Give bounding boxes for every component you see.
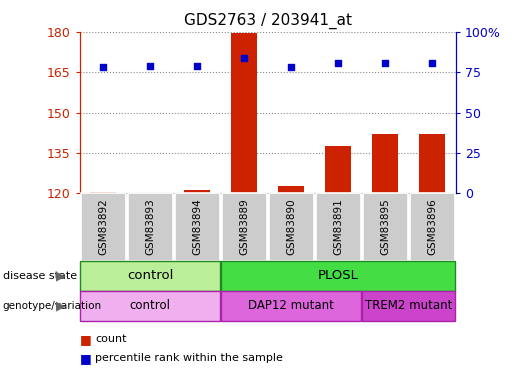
Title: GDS2763 / 203941_at: GDS2763 / 203941_at bbox=[184, 13, 352, 29]
Point bbox=[146, 63, 154, 69]
Text: control: control bbox=[130, 299, 171, 312]
Point bbox=[287, 64, 296, 70]
Point bbox=[193, 63, 201, 69]
Bar bbox=[419, 134, 445, 193]
Text: GSM83892: GSM83892 bbox=[98, 198, 108, 255]
Text: ■: ■ bbox=[80, 352, 92, 364]
Bar bbox=[231, 33, 257, 193]
Bar bbox=[372, 134, 398, 193]
Text: TREM2 mutant: TREM2 mutant bbox=[365, 299, 453, 312]
Bar bbox=[138, 193, 163, 194]
Text: percentile rank within the sample: percentile rank within the sample bbox=[95, 353, 283, 363]
Bar bbox=[325, 146, 351, 193]
Text: genotype/variation: genotype/variation bbox=[3, 301, 101, 310]
Point bbox=[99, 64, 108, 70]
Bar bbox=[279, 186, 304, 193]
Point bbox=[334, 60, 342, 66]
Text: DAP12 mutant: DAP12 mutant bbox=[248, 299, 334, 312]
Text: GSM83894: GSM83894 bbox=[192, 198, 202, 255]
Bar bbox=[91, 192, 116, 193]
Point bbox=[428, 60, 436, 66]
Bar bbox=[184, 190, 210, 193]
Text: ▶: ▶ bbox=[56, 269, 65, 282]
Text: ■: ■ bbox=[80, 333, 92, 346]
Point bbox=[381, 60, 389, 66]
Text: GSM83890: GSM83890 bbox=[286, 199, 296, 255]
Text: disease state: disease state bbox=[3, 271, 77, 280]
Text: GSM83895: GSM83895 bbox=[380, 198, 390, 255]
Text: control: control bbox=[127, 269, 174, 282]
Text: count: count bbox=[95, 334, 127, 344]
Text: GSM83889: GSM83889 bbox=[239, 198, 249, 255]
Text: PLOSL: PLOSL bbox=[318, 269, 359, 282]
Text: GSM83891: GSM83891 bbox=[333, 198, 344, 255]
Text: GSM83893: GSM83893 bbox=[145, 198, 156, 255]
Text: ▶: ▶ bbox=[56, 299, 65, 312]
Point bbox=[240, 55, 248, 61]
Text: GSM83896: GSM83896 bbox=[427, 198, 437, 255]
